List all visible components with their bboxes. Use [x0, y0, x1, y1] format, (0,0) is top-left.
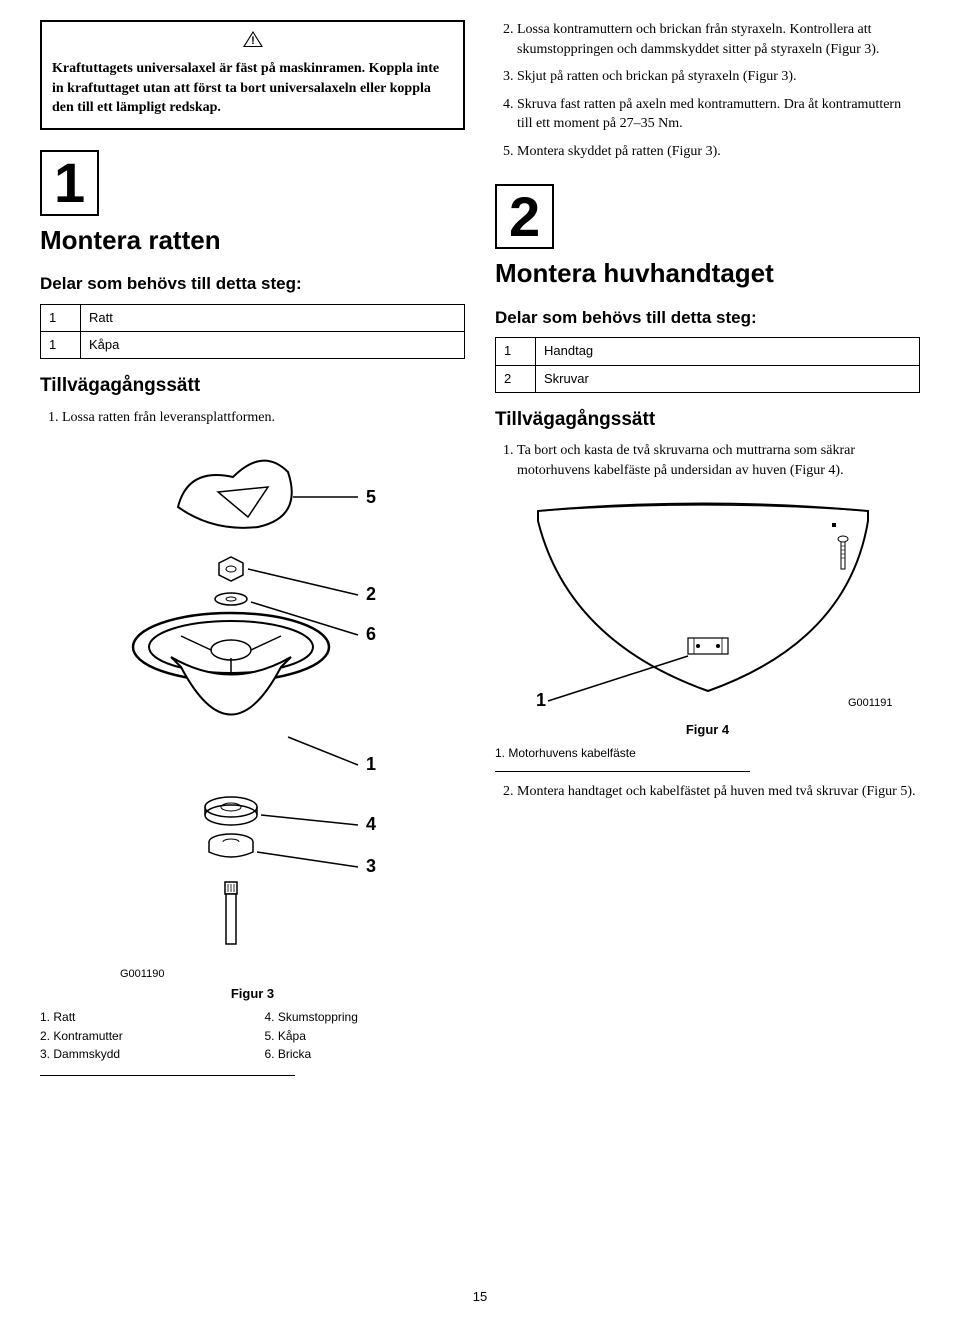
parts-heading: Delar som behövs till detta steg:	[40, 272, 465, 296]
warning-box: ! Kraftuttagets universalaxel är fäst på…	[40, 20, 465, 130]
divider	[495, 771, 750, 772]
callout-1: 1	[366, 754, 376, 774]
table-row: 2Skruvar	[496, 365, 920, 392]
figure-3-illustration: 5 2 6 1	[83, 437, 423, 957]
section-title: Montera huvhandtaget	[495, 255, 920, 291]
procedure-list: Lossa ratten från leveransplattformen.	[40, 408, 465, 428]
step-number-badge: 2	[495, 184, 554, 250]
figure-legend: 1. Ratt 2. Kontramutter 3. Dammskydd 4. …	[40, 1009, 465, 1065]
figure-reference: G001190	[120, 967, 465, 982]
table-row: 1Kåpa	[41, 331, 465, 358]
procedure-list-2b: Montera handtaget och kabelfästet på huv…	[495, 782, 920, 802]
figure-caption: Figur 3	[40, 985, 465, 1003]
parts-table: 1Ratt 1Kåpa	[40, 304, 465, 359]
section-title: Montera ratten	[40, 222, 465, 258]
figure-4-illustration: 1 G001191	[508, 491, 908, 711]
figure-caption: Figur 4	[495, 721, 920, 739]
callout-6: 6	[366, 624, 376, 644]
table-row: 1Ratt	[41, 304, 465, 331]
callout-3: 3	[366, 856, 376, 876]
warning-text: Kraftuttagets universalaxel är fäst på m…	[52, 59, 453, 118]
page-number: 15	[0, 1288, 960, 1306]
procedure-heading: Tillvägagångssätt	[40, 373, 465, 400]
procedure-list-2: Ta bort och kasta de två skruvarna och m…	[495, 441, 920, 480]
callout-1: 1	[536, 690, 546, 710]
list-item: Lossa ratten från leveransplattformen.	[62, 408, 465, 428]
callout-5: 5	[366, 487, 376, 507]
callout-4: 4	[366, 814, 376, 834]
parts-table: 1Handtag 2Skruvar	[495, 337, 920, 392]
list-item: Skruva fast ratten på axeln med kontramu…	[517, 95, 920, 134]
procedure-list-continued: Lossa kontramuttern och brickan från sty…	[495, 20, 920, 162]
figure-reference: G001191	[848, 697, 892, 709]
svg-text:!: !	[251, 35, 255, 47]
list-item: Montera handtaget och kabelfästet på huv…	[517, 782, 920, 802]
list-item: Skjut på ratten och brickan på styraxeln…	[517, 67, 920, 87]
list-item: Ta bort och kasta de två skruvarna och m…	[517, 441, 920, 480]
callout-2: 2	[366, 584, 376, 604]
parts-heading: Delar som behövs till detta steg:	[495, 306, 920, 330]
list-item: Lossa kontramuttern och brickan från sty…	[517, 20, 920, 59]
list-item: Montera skyddet på ratten (Figur 3).	[517, 142, 920, 162]
warning-icon: !	[52, 30, 453, 55]
divider	[40, 1075, 295, 1076]
figure-legend: 1. Motorhuvens kabelfäste	[495, 745, 920, 762]
table-row: 1Handtag	[496, 338, 920, 365]
procedure-heading: Tillvägagångssätt	[495, 407, 920, 434]
step-number-badge: 1	[40, 150, 99, 216]
